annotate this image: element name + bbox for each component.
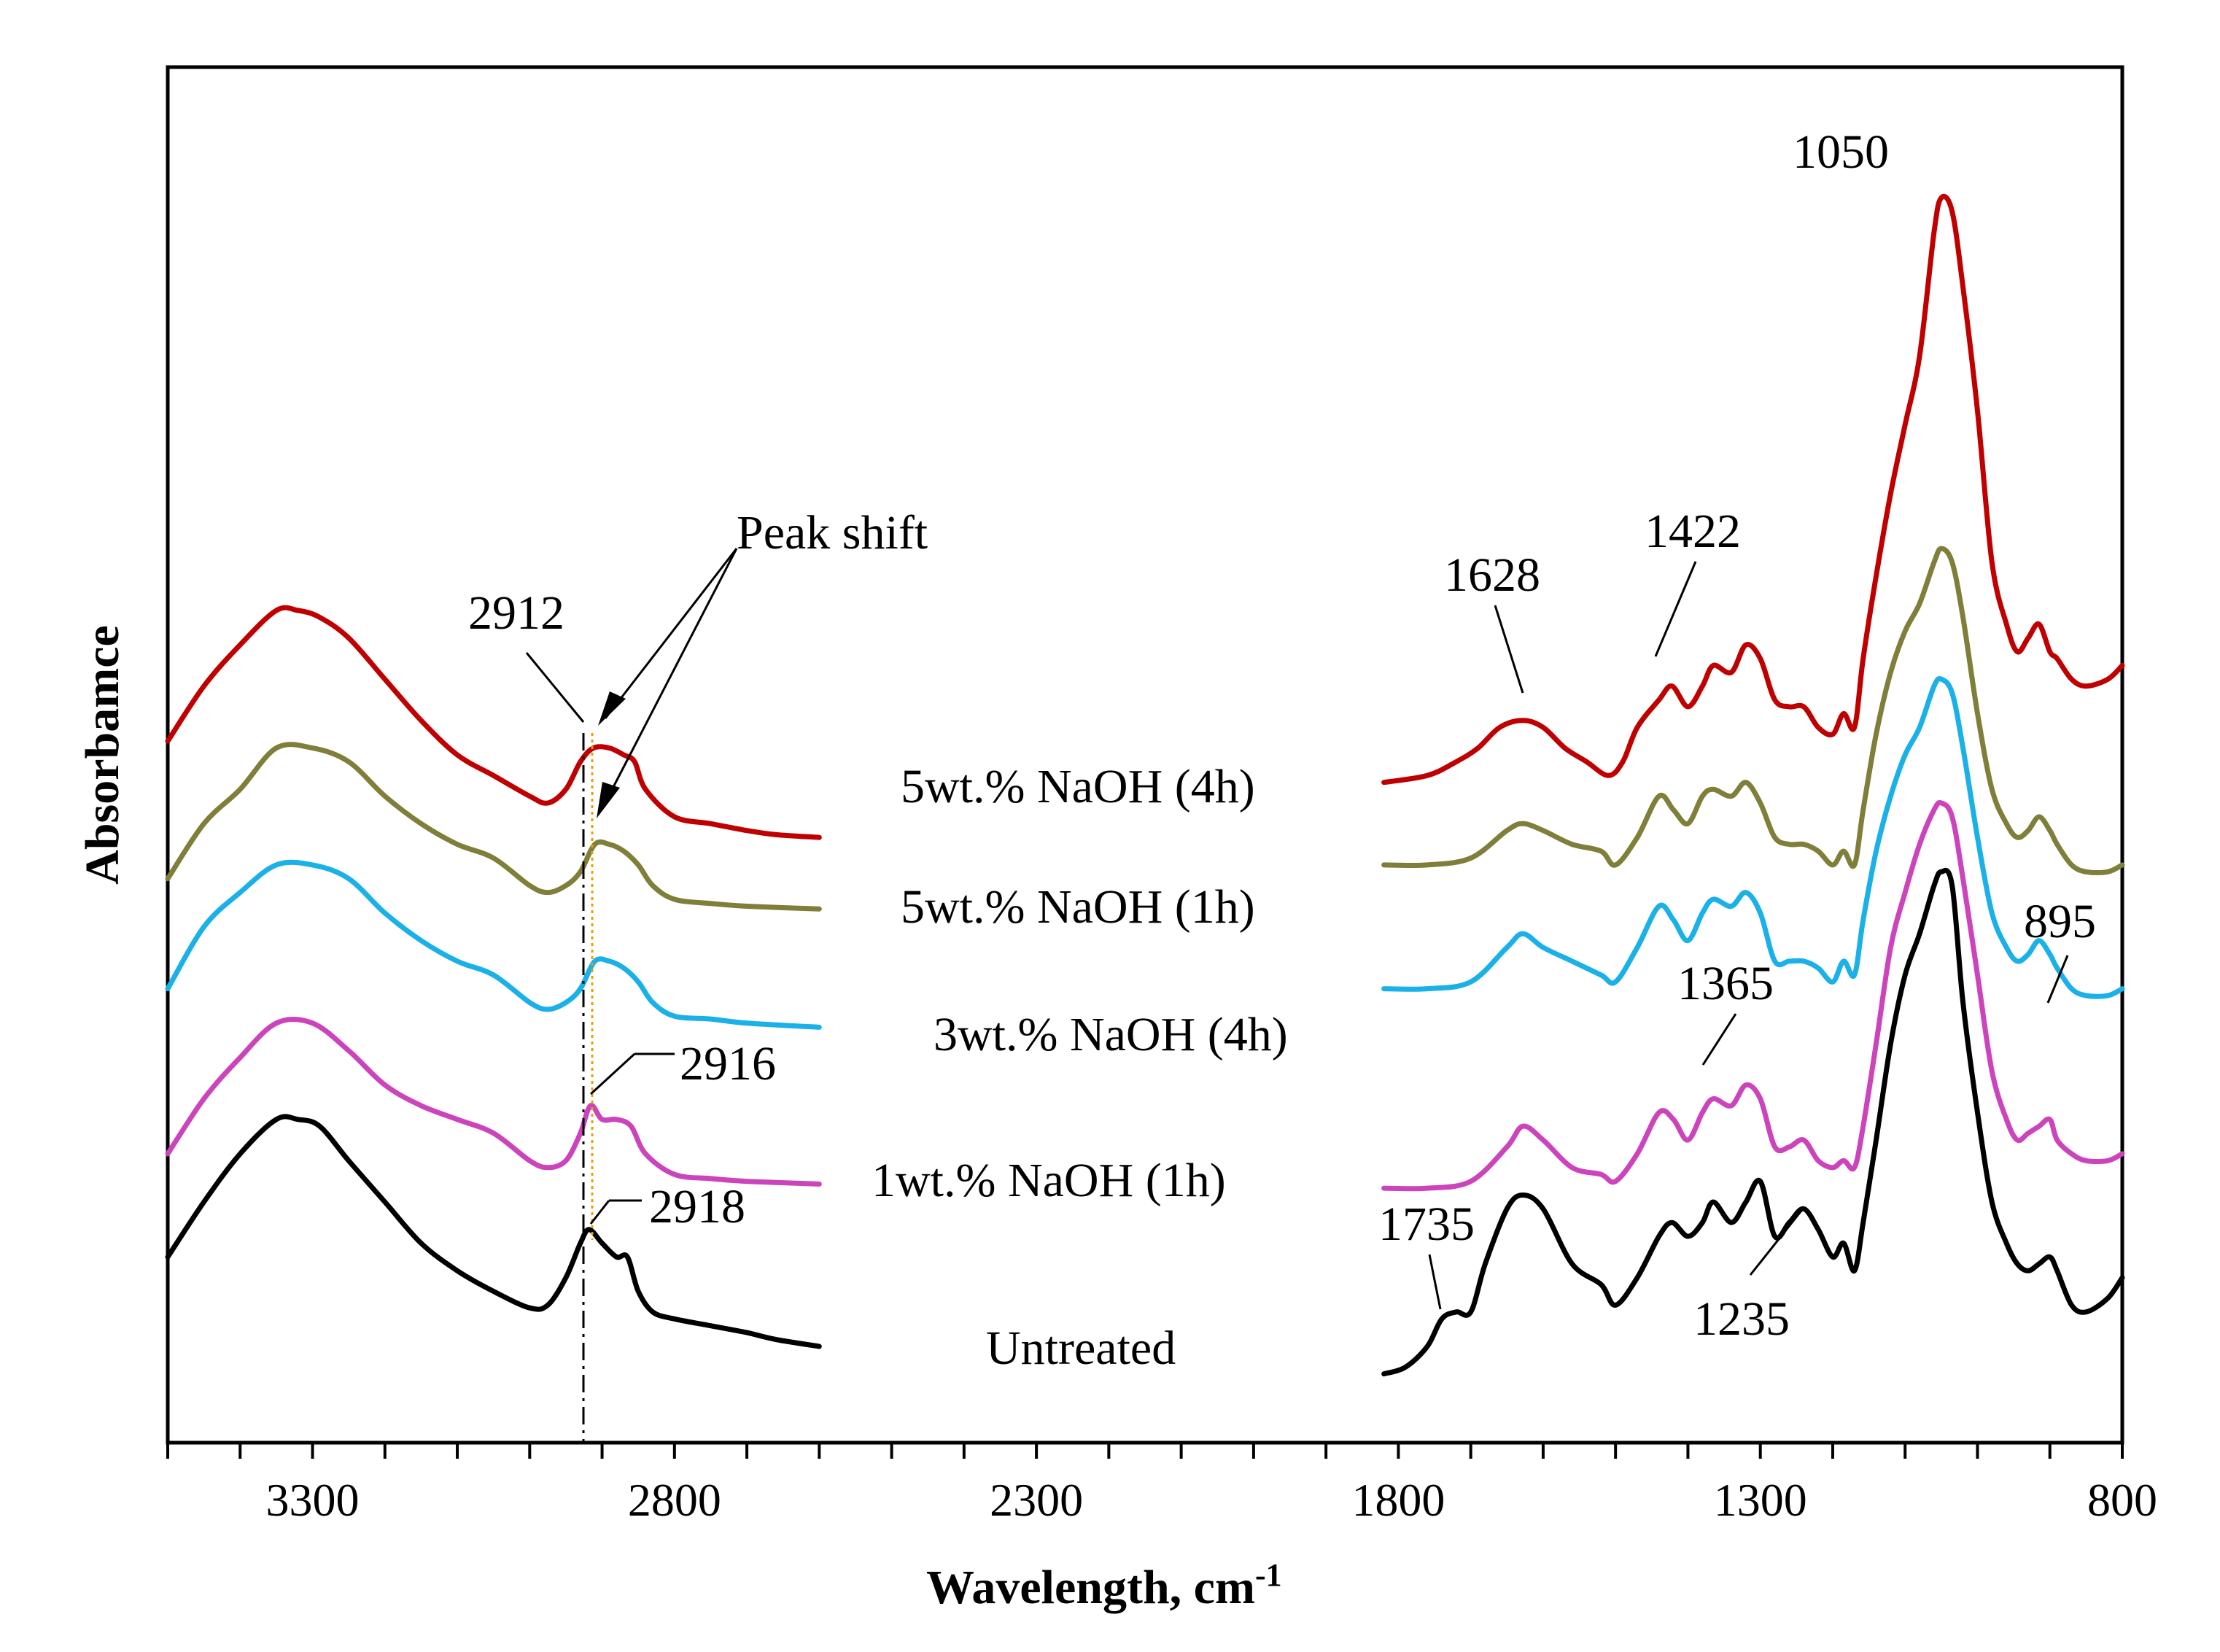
arrowhead-peak-shift-a xyxy=(598,691,626,726)
x-tick-label: 3300 xyxy=(266,1474,360,1526)
leader-1628 xyxy=(1494,605,1524,694)
series-line-untreated-high xyxy=(165,1114,822,1349)
series-line-3wt-naoh-4h-low xyxy=(1381,676,2125,999)
series-label-1wt-1h: 1wt.% NaOH (1h) xyxy=(872,1154,1226,1207)
series-line-1wt-naoh-1h-high xyxy=(165,1016,822,1187)
y-axis-title: Absorbamce xyxy=(76,625,129,885)
annotation-1235: 1235 xyxy=(1693,1292,1790,1346)
series-label-untreated: Untreated xyxy=(986,1322,1176,1375)
x-axis-ticks: 3300 2800 2300 1800 1300 800 xyxy=(166,1443,2157,1526)
annotation-1050: 1050 xyxy=(1793,125,1889,179)
annotation-895: 895 xyxy=(2024,895,2096,948)
leader-1422 xyxy=(1654,561,1697,657)
x-tick-label: 800 xyxy=(2087,1474,2157,1526)
leader-peak-shift-a xyxy=(604,548,738,719)
x-tick-label: 1300 xyxy=(1714,1474,1807,1526)
annotation-2918: 2918 xyxy=(649,1180,745,1233)
annotation-1422: 1422 xyxy=(1645,505,1741,558)
series-layer xyxy=(165,193,2125,1377)
leader-1735 xyxy=(1428,1254,1442,1310)
annotation-1735: 1735 xyxy=(1378,1198,1475,1251)
annotation-peak-shift: Peak shift xyxy=(737,506,928,559)
series-line-1wt-naoh-1h-low xyxy=(1381,799,2125,1192)
plot-frame xyxy=(166,65,2124,1445)
series-line-5wt-naoh-1h-high xyxy=(165,742,822,912)
leader-1235 xyxy=(1749,1210,1803,1276)
series-line-3wt-naoh-4h-high xyxy=(165,859,822,1030)
x-tick-label: 1800 xyxy=(1351,1474,1445,1526)
leader-895 xyxy=(2046,955,2069,1004)
series-line-5wt-naoh-1h-low xyxy=(1381,546,2125,875)
leader-2918-b xyxy=(589,1200,610,1225)
x-axis-title-main: Wavelength, cm xyxy=(926,1561,1255,1614)
series-label-5wt-4h: 5wt.% NaOH (4h) xyxy=(901,760,1255,813)
annotation-2916: 2916 xyxy=(680,1037,776,1090)
series-line-untreated-low xyxy=(1381,867,2125,1377)
leader-2912 xyxy=(525,652,585,723)
x-axis-title: Wavelength, cm-1 xyxy=(926,1557,1282,1614)
annotation-2912: 2912 xyxy=(468,586,564,640)
leader-peak-shift-b xyxy=(600,548,738,810)
series-label-3wt-4h: 3wt.% NaOH (4h) xyxy=(934,1008,1288,1061)
x-tick-label: 2300 xyxy=(990,1474,1083,1526)
x-axis-title-sup: -1 xyxy=(1255,1557,1282,1593)
x-tick-label: 2800 xyxy=(628,1474,721,1526)
leader-1365 xyxy=(1701,1013,1737,1066)
series-label-5wt-1h: 5wt.% NaOH (1h) xyxy=(901,880,1255,934)
annotation-1628: 1628 xyxy=(1444,548,1540,602)
annotation-1365: 1365 xyxy=(1677,957,1774,1010)
arrowhead-peak-shift-b xyxy=(597,782,620,818)
series-line-5wt-naoh-4h-high xyxy=(165,605,822,840)
leader-2916-b xyxy=(589,1052,636,1095)
series-line-5wt-naoh-4h-low xyxy=(1381,193,2125,786)
